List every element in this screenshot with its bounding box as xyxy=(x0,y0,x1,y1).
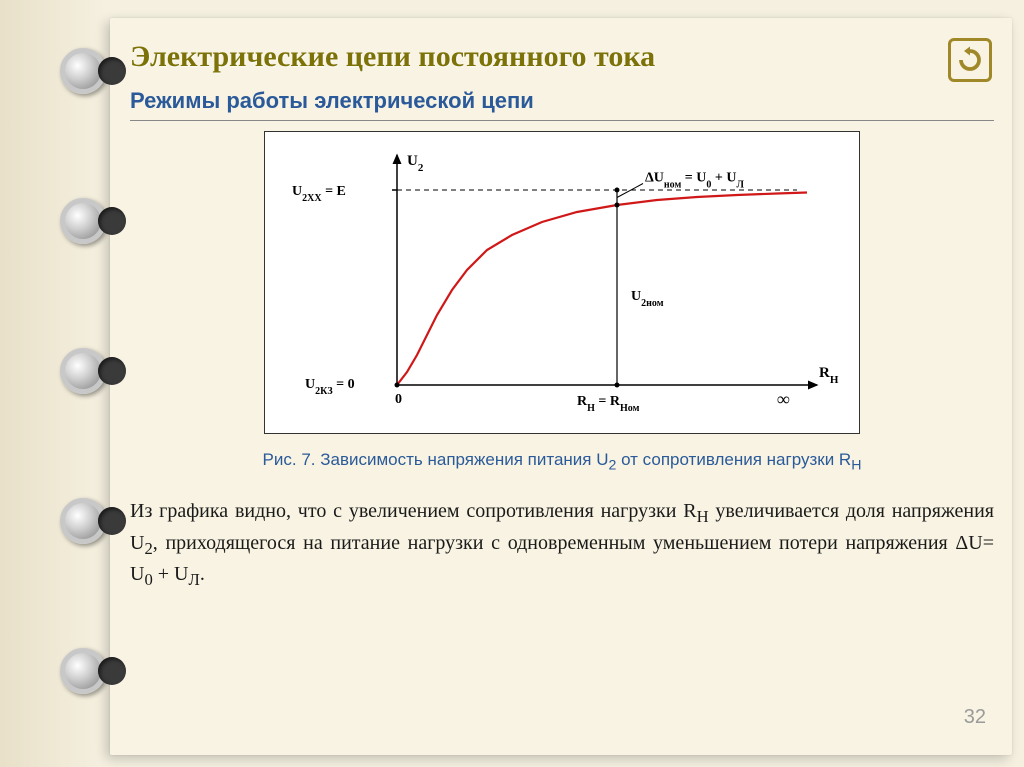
body-sub2: 2 xyxy=(144,539,152,558)
binder-hole xyxy=(98,207,126,235)
body-a: Из графика видно, что с увеличением сопр… xyxy=(130,500,697,522)
body-sub1: Н xyxy=(697,507,709,526)
body-c: , приходящегося на питание нагрузки с од… xyxy=(130,532,994,585)
figure-caption: Рис. 7. Зависимость напряжения питания U… xyxy=(130,450,994,473)
svg-text:U2ном: U2ном xyxy=(631,289,664,309)
binder-hole xyxy=(98,507,126,535)
page-subtitle: Режимы работы электрической цепи xyxy=(130,88,994,114)
svg-text:U2КЗ = 0: U2КЗ = 0 xyxy=(305,377,355,397)
svg-text:RН: RН xyxy=(819,365,839,386)
body-sub3: 0 xyxy=(144,570,152,589)
body-paragraph: Из графика видно, что с увеличением сопр… xyxy=(130,497,994,591)
caption-text-a: Рис. 7. Зависимость напряжения питания U xyxy=(263,450,609,469)
binder-hole xyxy=(98,357,126,385)
body-sub4: Л xyxy=(189,570,200,589)
svg-text:∞: ∞ xyxy=(777,389,790,409)
svg-text:ΔUном = U0 + UЛ: ΔUном = U0 + UЛ xyxy=(645,171,744,191)
body-d: + U xyxy=(153,563,189,585)
slide-content: Электрические цепи постоянного тока Режи… xyxy=(130,40,994,737)
svg-text:U2: U2 xyxy=(407,153,424,174)
body-e: . xyxy=(200,563,205,585)
svg-text:RН = RНом: RН = RНом xyxy=(577,394,640,414)
caption-sub-2: Н xyxy=(851,457,861,473)
binder-hole xyxy=(98,657,126,685)
page-title: Электрические цепи постоянного тока xyxy=(130,40,994,74)
caption-text-b: от сопротивления нагрузки R xyxy=(616,450,851,469)
binder-hole xyxy=(98,57,126,85)
page-number: 32 xyxy=(964,706,986,729)
chart-box: U2 RН U2XX = E U2КЗ = 0 0 ΔUном = U0 + UЛ U2но… xyxy=(264,131,860,434)
svg-text:0: 0 xyxy=(395,392,402,407)
voltage-resistance-chart: U2 RН U2XX = E U2КЗ = 0 0 ΔUном = U0 + UЛ U2но… xyxy=(277,140,847,420)
chart-container: U2 RН U2XX = E U2КЗ = 0 0 ΔUном = U0 + UЛ U2но… xyxy=(130,131,994,473)
svg-text:U2XX = E: U2XX = E xyxy=(292,184,346,204)
divider-line xyxy=(130,120,994,121)
